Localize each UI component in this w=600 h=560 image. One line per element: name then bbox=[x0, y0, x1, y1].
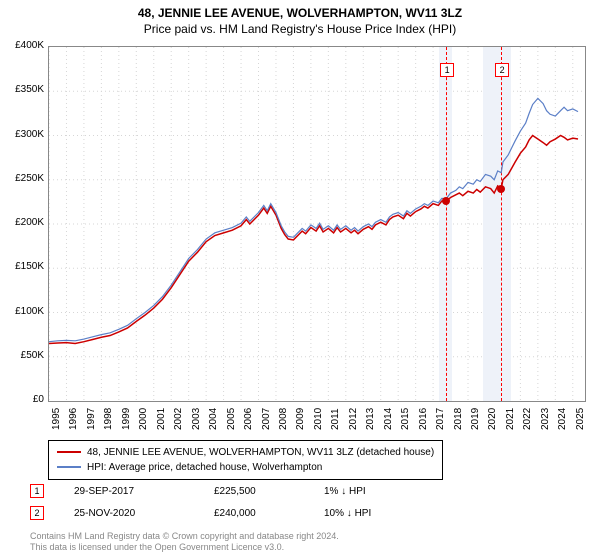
plot-area: 12 bbox=[48, 46, 586, 402]
legend: 48, JENNIE LEE AVENUE, WOLVERHAMPTON, WV… bbox=[48, 440, 443, 480]
chart-subtitle: Price paid vs. HM Land Registry's House … bbox=[0, 20, 600, 36]
footnote: Contains HM Land Registry data © Crown c… bbox=[30, 531, 339, 554]
chart-title: 48, JENNIE LEE AVENUE, WOLVERHAMPTON, WV… bbox=[0, 0, 600, 20]
series-lines bbox=[49, 47, 585, 401]
